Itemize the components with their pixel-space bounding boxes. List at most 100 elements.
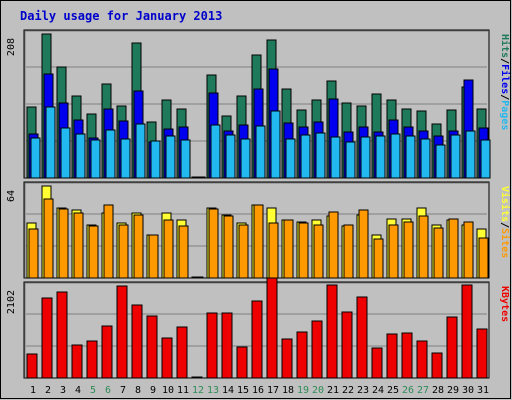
bar-kbytes: [146, 315, 158, 379]
x-tick-label: 19: [297, 385, 309, 396]
legend-entry: KBytes: [499, 286, 510, 322]
bar-sites: [268, 222, 279, 279]
panel-hits-files-pages: 208 Hits/Files/Pages: [6, 29, 511, 179]
x-tick-label: 3: [60, 385, 66, 396]
bar-pages: [240, 138, 251, 179]
bar-pages: [225, 134, 236, 179]
bar-pages: [30, 137, 41, 179]
bar-sites: [223, 215, 234, 279]
bar-kbytes: [401, 332, 413, 379]
bar-sites: [88, 225, 99, 279]
bar-pages: [150, 140, 161, 179]
bar-kbytes: [86, 340, 98, 379]
panel-kbytes: 2102 KBytes: [6, 277, 510, 379]
bar-pages: [480, 139, 491, 179]
bar-pages: [75, 133, 86, 179]
bar-kbytes: [356, 296, 368, 379]
x-tick-label: 22: [342, 385, 354, 396]
bar-sites: [313, 224, 324, 279]
bar-pages: [45, 106, 56, 179]
bar-kbytes: [476, 328, 488, 379]
bar-pages: [165, 135, 176, 179]
bar-pages: [180, 139, 191, 179]
bar-sites: [463, 221, 474, 279]
bar-kbytes: [41, 297, 53, 379]
bar-pages: [405, 135, 416, 179]
bar-sites: [388, 224, 399, 279]
bar-sites: [403, 221, 414, 279]
x-tick-label: 9: [150, 385, 156, 396]
bar-kbytes: [416, 340, 428, 379]
bar-sites: [208, 208, 219, 279]
bar-sites: [118, 224, 129, 279]
bar-sites: [253, 204, 264, 279]
bar-pages: [300, 134, 311, 179]
x-tick-label: 4: [75, 385, 81, 396]
bar-pages: [120, 138, 131, 179]
bar-kbytes: [446, 316, 458, 379]
bar-pages: [60, 127, 71, 179]
bar-kbytes: [266, 277, 278, 379]
x-tick-label: 29: [447, 385, 459, 396]
bar-pages: [135, 123, 146, 179]
bar-pages: [195, 176, 206, 179]
bar-sites: [73, 212, 84, 279]
bar-kbytes: [281, 338, 293, 379]
bar-kbytes: [191, 376, 203, 379]
panel-visits-sites: 64 Visits/Sites: [6, 181, 511, 279]
bar-pages: [255, 125, 266, 179]
bar-kbytes: [326, 284, 338, 379]
x-tick-label: 20: [312, 385, 324, 396]
bar-sites: [283, 219, 294, 279]
x-tick-label: 18: [282, 385, 294, 396]
bar-sites: [178, 225, 189, 279]
legend-entry: Hits: [499, 34, 511, 58]
bar-pages: [90, 139, 101, 179]
x-tick-label: 1: [30, 385, 36, 396]
bar-kbytes: [101, 325, 113, 379]
bar-sites: [163, 219, 174, 279]
bar-kbytes: [251, 300, 263, 379]
chart-title: Daily usage for January 2013: [20, 9, 222, 23]
bar-sites: [328, 211, 339, 279]
x-tick-label: 11: [177, 385, 189, 396]
bar-kbytes: [431, 352, 443, 379]
legend: Hits/Files/Pages: [499, 34, 511, 130]
bar-pages: [330, 136, 341, 179]
x-tick-label: 25: [387, 385, 399, 396]
bar-sites: [238, 224, 249, 279]
bar-pages: [435, 144, 446, 179]
bar-kbytes: [116, 285, 128, 379]
x-tick-label: 5: [90, 385, 96, 396]
bar-sites: [343, 224, 354, 279]
bar-kbytes: [56, 291, 68, 379]
x-tick-label: 8: [135, 385, 141, 396]
bar-pages: [390, 133, 401, 179]
legend: Visits/Sites: [499, 186, 511, 258]
x-tick-label: 16: [252, 385, 264, 396]
legend-entry: Visits: [499, 186, 511, 222]
legend: KBytes: [499, 286, 510, 322]
bar-pages: [270, 110, 281, 179]
bar-sites: [418, 215, 429, 279]
bar-sites: [433, 227, 444, 279]
bar-sites: [133, 214, 144, 279]
x-tick-label: 2: [45, 385, 51, 396]
x-tick-label: 27: [417, 385, 429, 396]
bar-kbytes: [371, 347, 383, 379]
x-tick-label: 7: [120, 385, 126, 396]
bar-sites: [478, 237, 489, 279]
bar-pages: [210, 124, 221, 179]
x-tick-label: 23: [357, 385, 369, 396]
x-tick-label: 28: [432, 385, 444, 396]
x-tick-label: 14: [222, 385, 234, 396]
bar-pages: [285, 138, 296, 179]
bar-sites: [43, 198, 54, 279]
bar-kbytes: [386, 333, 398, 379]
legend-entry: Sites: [499, 228, 511, 258]
bar-pages: [360, 136, 371, 179]
bar-pages: [375, 135, 386, 179]
bar-kbytes: [176, 326, 188, 379]
